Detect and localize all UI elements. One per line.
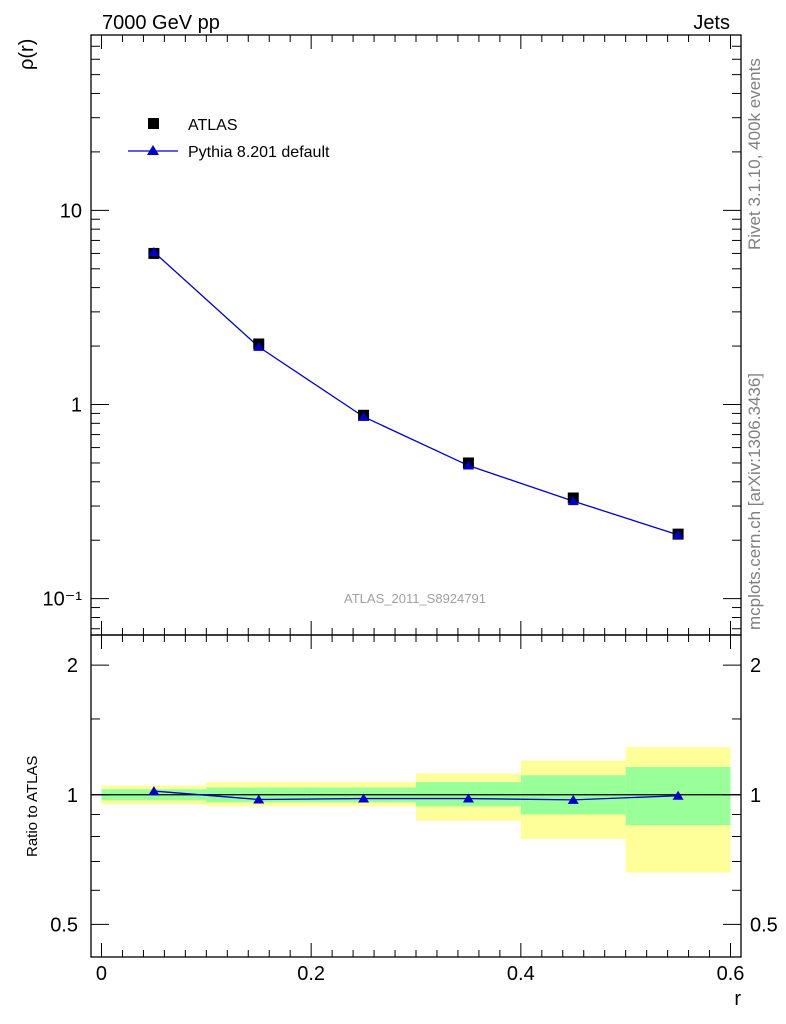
pythia-ratio-point <box>253 794 265 804</box>
main-y-tick-label: 10 <box>60 200 82 222</box>
x-tick-label: 0.2 <box>297 963 325 985</box>
legend: ATLAS Pythia 8.201 default <box>128 117 330 161</box>
x-tick-label: 0.6 <box>717 963 745 985</box>
main-y-tick-label: 10⁻¹ <box>43 589 83 611</box>
legend-atlas-marker <box>148 118 159 129</box>
ratio-y-tick-label-left: 0.5 <box>50 914 78 936</box>
pythia-ratio-line <box>153 790 679 801</box>
header-right: Jets <box>693 12 730 34</box>
pythia-ratio-point <box>462 793 474 803</box>
legend-pythia-label: Pythia 8.201 default <box>188 144 330 161</box>
legend-atlas-label: ATLAS <box>188 117 238 134</box>
pythia-line <box>153 251 679 536</box>
pythia-point <box>253 341 265 351</box>
main-y-axis-title: ρ(r) <box>16 39 38 70</box>
ratio-y-tick-label-left: 1 <box>67 785 78 807</box>
main-panel-marks <box>148 247 684 540</box>
ratio-y-axis-title: Ratio to ATLAS <box>24 756 41 857</box>
pythia-point <box>462 460 474 470</box>
ratio-y-tick-label-right: 1 <box>750 785 761 807</box>
rivet-version-label: Rivet 3.1.10, 400k events <box>745 58 764 250</box>
axis-tick-labels: 10⁻¹ 1 10 0.5 0.5 1 1 2 2 0 0.2 0.4 0.6 <box>43 200 778 985</box>
legend-pythia-marker <box>147 145 159 155</box>
ratio-y-tick-label-left: 2 <box>67 655 78 677</box>
pythia-ratio-point <box>672 790 684 800</box>
x-axis-title: r <box>734 988 741 1010</box>
pythia-ratio-point <box>358 793 370 803</box>
ratio-uncertainty-bands <box>101 747 731 873</box>
pythia-point <box>358 411 370 421</box>
ratio-panel-marks <box>148 786 684 804</box>
main-y-tick-label: 1 <box>71 395 82 417</box>
pythia-point <box>672 529 684 539</box>
x-tick-label: 0 <box>96 963 107 985</box>
pythia-ratio-point <box>148 786 160 796</box>
x-tick-label: 0.4 <box>507 963 535 985</box>
header-left: 7000 GeV pp <box>102 12 220 34</box>
ratio-y-tick-label-right: 0.5 <box>750 914 778 936</box>
axis-ticks <box>91 34 741 957</box>
mcplots-label: mcplots.cern.ch [arXiv:1306.3436] <box>745 373 764 630</box>
pythia-point <box>148 247 160 257</box>
pythia-ratio-point <box>567 794 579 804</box>
pythia-point <box>567 496 579 506</box>
ratio-y-tick-label-right: 2 <box>750 655 761 677</box>
analysis-tag: ATLAS_2011_S8924791 <box>344 591 486 606</box>
